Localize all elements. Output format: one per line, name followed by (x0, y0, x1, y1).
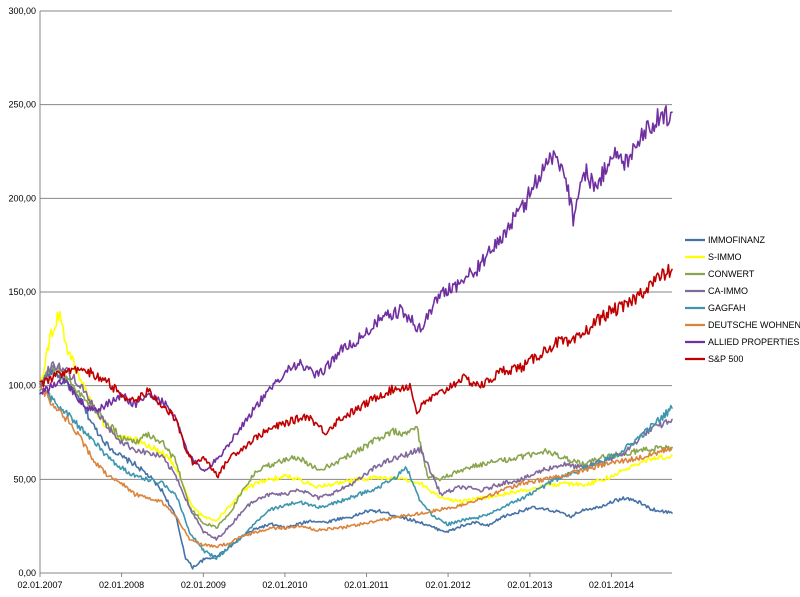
legend-label: DEUTSCHE WOHNEN (708, 320, 800, 330)
series-line-ca-immo (39, 361, 673, 541)
x-tick-label: 02.01.2014 (589, 580, 634, 590)
legend-label: IMMOFINANZ (708, 235, 765, 245)
series-lines (39, 105, 673, 570)
series-line-s-p-500 (39, 263, 673, 479)
gridlines (39, 10, 672, 574)
legend-label: GAGFAH (708, 303, 746, 313)
legend-label: S-IMMO (708, 252, 742, 262)
y-axis-ticks: 0,00 50,00 100,00 150,00 200,00 250,00 300,00 (8, 6, 36, 578)
y-tick-label: 50,00 (13, 474, 36, 484)
x-tick-label: 02.01.2009 (181, 580, 226, 590)
x-tick-label: 02.01.2010 (262, 580, 307, 590)
x-tick-label: 02.01.2013 (507, 580, 552, 590)
series-line-allied-properties (39, 105, 673, 472)
series-line-immofinanz (39, 365, 673, 570)
legend-label: CA-IMMO (708, 286, 748, 296)
series-line-s-immo (39, 310, 673, 522)
legend-label: CONWERT (708, 269, 755, 279)
legend: IMMOFINANZ S-IMMO CONWERT CA-IMMO GAGFAH DEUT… (685, 235, 800, 364)
y-tick-label: 200,00 (8, 193, 36, 203)
x-tick-label: 02.01.2011 (344, 580, 388, 590)
y-tick-label: 100,00 (8, 381, 36, 391)
x-axis-ticks: 02.01.2007 02.01.2008 02.01.2009 02.01.2010… (17, 573, 634, 590)
legend-label: ALLIED PROPERTIES (708, 337, 799, 347)
y-tick-label: 250,00 (8, 100, 36, 110)
y-tick-label: 150,00 (8, 287, 36, 297)
legend-label: S&P 500 (708, 354, 743, 364)
series-line-deutsche-wohnen (39, 386, 673, 549)
series-line-conwert (39, 364, 673, 529)
x-tick-label: 02.01.2007 (17, 580, 62, 590)
y-tick-label: 0,00 (18, 568, 36, 578)
x-tick-label: 02.01.2012 (426, 580, 471, 590)
y-tick-label: 300,00 (8, 6, 36, 16)
x-tick-label: 02.01.2008 (99, 580, 144, 590)
